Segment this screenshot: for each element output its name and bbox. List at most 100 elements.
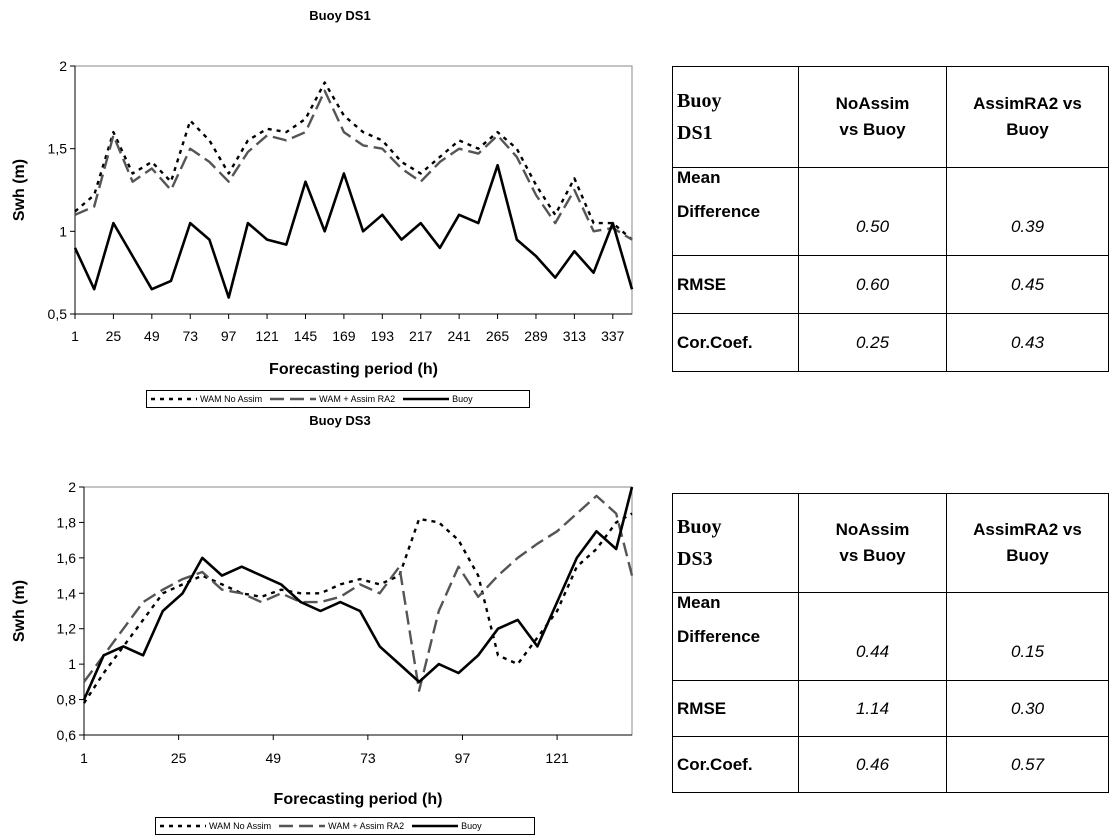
x-tick-label: 241 — [447, 328, 471, 344]
dotted-line-icon — [151, 397, 197, 401]
x-tick-label: 193 — [371, 328, 395, 344]
legend-item-no-assim: WAM No Assim — [160, 821, 271, 831]
table-row: Mean Difference 0.44 0.15 — [672, 592, 1109, 681]
chart-title-ds1: Buoy DS1 — [309, 8, 371, 23]
table-cell: 0.44 — [798, 592, 947, 681]
series-line-wam-assim-ra2 — [74, 89, 633, 241]
y-tick-label: 1,6 — [57, 550, 77, 566]
table-row: Mean Difference 0.50 0.39 — [672, 167, 1109, 256]
chart-ds1: 0,511,521 25 49 73 97 121 145 169 193 217 241 265 28… — [11, 58, 634, 378]
table-cell: 0.43 — [946, 313, 1109, 372]
table-corner-cell: Buoy DS1 — [672, 66, 799, 168]
legend-label: WAM No Assim — [209, 821, 272, 831]
x-tick-label: 313 — [563, 328, 587, 344]
legend-label: Buoy — [452, 394, 473, 404]
row-label: Cor.Coef. — [672, 736, 799, 793]
table-cell: 0.30 — [946, 680, 1109, 737]
x-tick-label: 49 — [144, 328, 160, 344]
chart-title-ds3: Buoy DS3 — [309, 413, 371, 428]
y-tick-label: 0,6 — [57, 727, 77, 743]
x-tick-label: 145 — [294, 328, 318, 344]
stats-table-ds1: Buoy DS1 NoAssim vs Buoy AssimRA2 vs Buoy M… — [672, 66, 1109, 372]
table-cell: 0.15 — [946, 592, 1109, 681]
legend-ds3: WAM No Assim WAM + Assim RA2 Buoy — [155, 817, 535, 835]
table-row: Cor.Coef. 0.25 0.43 — [672, 313, 1109, 372]
table-col-header: NoAssim vs Buoy — [798, 66, 947, 168]
legend-item-no-assim: WAM No Assim — [151, 394, 262, 404]
row-label: RMSE — [672, 680, 799, 737]
row-label: Mean Difference — [672, 592, 799, 681]
table-row: Cor.Coef. 0.46 0.57 — [672, 736, 1109, 793]
y-tick-label: 1,4 — [57, 585, 77, 601]
x-tick-label: 289 — [524, 328, 548, 344]
table-cell: 0.50 — [798, 167, 947, 256]
row-label: RMSE — [672, 255, 799, 314]
plot-area — [74, 65, 633, 315]
legend-label: WAM + Assim RA2 — [319, 394, 396, 404]
legend-label: Buoy — [461, 821, 482, 831]
table-cell: 0.60 — [798, 255, 947, 314]
x-axis-label: Forecasting period (h) — [274, 791, 443, 808]
x-tick-label: 25 — [171, 750, 187, 766]
series-line-buoy — [82, 486, 634, 701]
y-tick-label: 0,8 — [57, 692, 77, 708]
y-axis-label: Swh (m) — [11, 159, 28, 221]
table-row: RMSE 1.14 0.30 — [672, 680, 1109, 737]
table-col-header: AssimRA2 vs Buoy — [946, 493, 1109, 593]
table-header-row: Buoy DS1 NoAssim vs Buoy AssimRA2 vs Buoy — [672, 66, 1109, 168]
x-tick-label: 217 — [409, 328, 433, 344]
legend-item-buoy: Buoy — [412, 821, 482, 831]
y-tick-label: 1,8 — [57, 514, 77, 530]
y-axis-label: Swh (m) — [11, 580, 28, 642]
x-tick-label: 265 — [486, 328, 510, 344]
solid-line-icon — [412, 824, 459, 828]
series-line-wam-no-assim — [82, 512, 633, 704]
table-header-row: Buoy DS3 NoAssim vs Buoy AssimRA2 vs Buoy — [672, 493, 1109, 593]
row-label: Cor.Coef. — [672, 313, 799, 372]
y-tick-label: 0,5 — [48, 306, 68, 322]
table-row: RMSE 0.60 0.45 — [672, 255, 1109, 314]
x-tick-label: 97 — [455, 750, 471, 766]
table-col-header: AssimRA2 vs Buoy — [946, 66, 1109, 168]
y-tick-label: 1,2 — [57, 621, 77, 637]
legend-item-assim-ra2: WAM + Assim RA2 — [270, 394, 395, 404]
series-line-buoy — [73, 163, 634, 299]
x-tick-label: 97 — [221, 328, 237, 344]
x-tick-label: 73 — [182, 328, 198, 344]
chart-ds3: 0,6 0,8 1 1,2 1,4 1,6 1,8 2 1 25 49 73 97 121 Forecast… — [11, 479, 634, 808]
legend-label: WAM + Assim RA2 — [328, 821, 405, 831]
legend-label: WAM No Assim — [200, 394, 263, 404]
x-tick-label: 121 — [255, 328, 279, 344]
table-col-header: NoAssim vs Buoy — [798, 493, 947, 593]
table-cell: 0.45 — [946, 255, 1109, 314]
table-corner-cell: Buoy DS3 — [672, 493, 799, 593]
stats-table-ds3: Buoy DS3 NoAssim vs Buoy AssimRA2 vs Buoy M… — [672, 493, 1109, 793]
y-tick-label: 1 — [68, 656, 76, 672]
x-tick-label: 121 — [545, 750, 569, 766]
x-tick-label: 25 — [106, 328, 122, 344]
x-tick-label: 169 — [332, 328, 356, 344]
y-tick-label: 2 — [68, 479, 76, 495]
dashed-line-icon — [270, 397, 317, 401]
dashed-line-icon — [279, 824, 326, 828]
table-cell: 0.39 — [946, 167, 1109, 256]
dotted-line-icon — [160, 824, 206, 828]
table-cell: 1.14 — [798, 680, 947, 737]
y-tick-label: 2 — [59, 58, 67, 74]
series-line-wam-assim-ra2 — [83, 494, 634, 692]
legend-item-buoy: Buoy — [403, 394, 473, 404]
legend-item-assim-ra2: WAM + Assim RA2 — [279, 821, 404, 831]
table-cell: 0.57 — [946, 736, 1109, 793]
solid-line-icon — [403, 397, 450, 401]
x-axis-label: Forecasting period (h) — [269, 361, 438, 378]
x-tick-label: 1 — [80, 750, 88, 766]
legend-ds1: WAM No Assim WAM + Assim RA2 Buoy — [146, 390, 530, 408]
x-tick-label: 49 — [265, 750, 281, 766]
y-tick-label: 1,5 — [48, 141, 68, 157]
table-cell: 0.25 — [798, 313, 947, 372]
x-tick-label: 337 — [601, 328, 625, 344]
table-cell: 0.46 — [798, 736, 947, 793]
series-line-wam-no-assim — [74, 81, 633, 241]
x-tick-label: 73 — [360, 750, 376, 766]
y-tick-label: 1 — [59, 223, 67, 239]
